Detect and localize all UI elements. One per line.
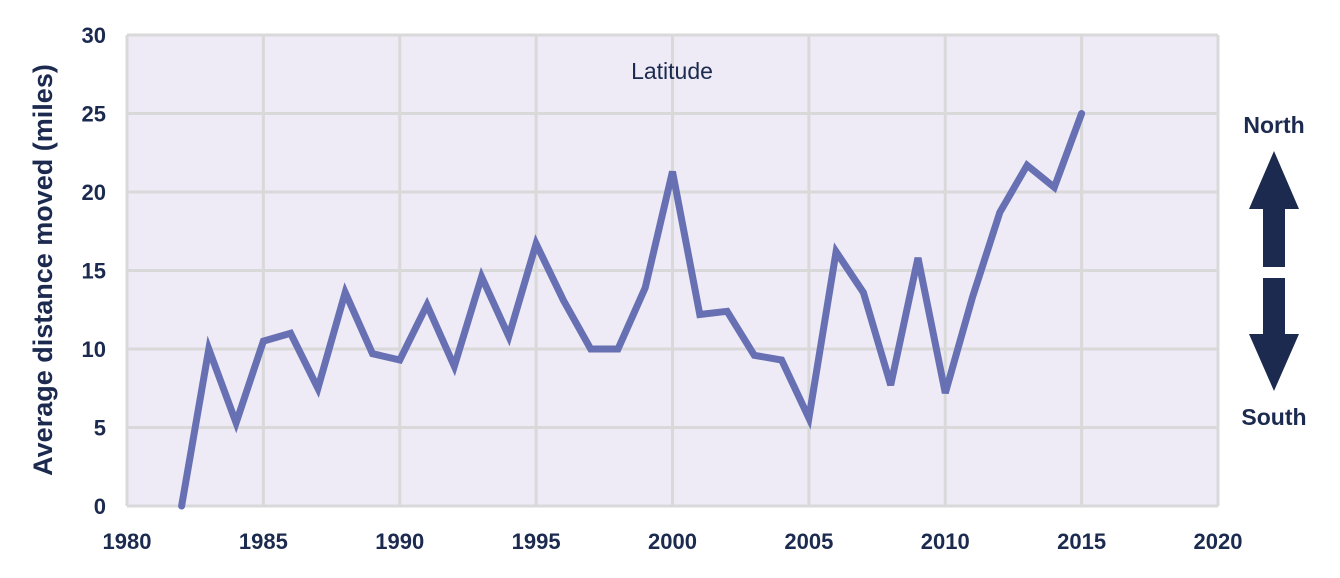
x-tick-label: 2020 bbox=[1194, 529, 1243, 554]
x-tick-label: 1990 bbox=[375, 529, 424, 554]
chart-title: Latitude bbox=[631, 58, 713, 84]
x-tick-labels: 1980 1985 1990 1995 2000 2005 2010 2015 2020 bbox=[103, 529, 1243, 554]
north-arrow-icon bbox=[1249, 151, 1299, 267]
series-lines bbox=[178, 110, 1086, 510]
x-tick-label: 2000 bbox=[648, 529, 697, 554]
y-tick-label: 10 bbox=[82, 337, 106, 362]
south-arrow-icon bbox=[1249, 278, 1299, 391]
series-line bbox=[178, 110, 1086, 510]
x-tick-label: 1985 bbox=[239, 529, 288, 554]
y-tick-labels: 0 5 10 15 20 25 30 bbox=[82, 23, 106, 519]
x-tick-label: 2015 bbox=[1057, 529, 1106, 554]
south-label: South bbox=[1241, 404, 1306, 430]
y-tick-label: 25 bbox=[82, 102, 106, 127]
x-tick-label: 1980 bbox=[103, 529, 152, 554]
gridlines bbox=[125, 33, 1220, 508]
x-tick-label: 1995 bbox=[512, 529, 561, 554]
y-axis-title: Average distance moved (miles) bbox=[28, 64, 58, 476]
y-tick-label: 20 bbox=[82, 180, 106, 205]
north-label: North bbox=[1243, 112, 1304, 138]
y-tick-label: 5 bbox=[94, 416, 106, 441]
x-tick-label: 2010 bbox=[921, 529, 970, 554]
x-tick-label: 2005 bbox=[784, 529, 833, 554]
y-tick-label: 15 bbox=[82, 259, 106, 284]
y-tick-label: 30 bbox=[82, 23, 106, 48]
y-tick-label: 0 bbox=[94, 494, 106, 519]
